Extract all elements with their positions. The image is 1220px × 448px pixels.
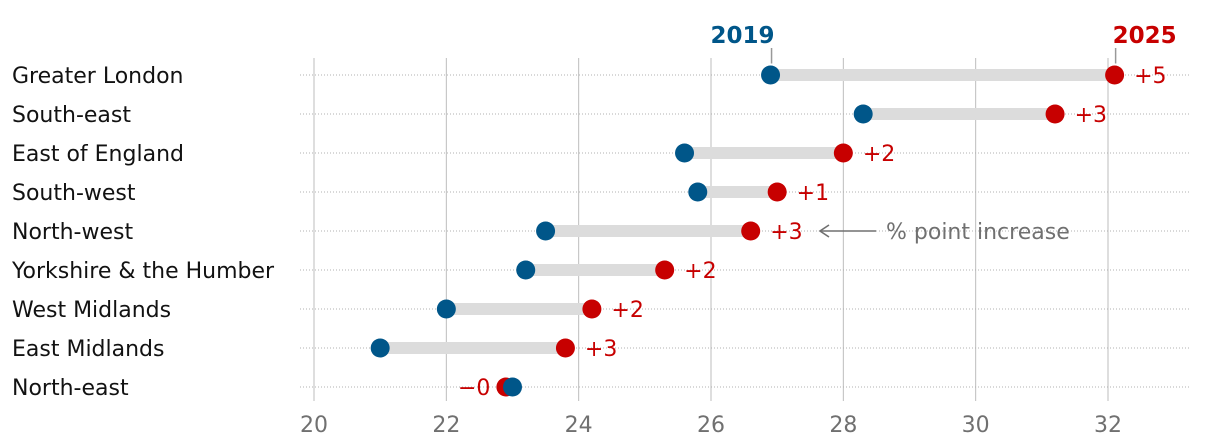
connector-bar [863, 108, 1056, 120]
connector-bar [380, 342, 566, 354]
x-tick-label: 20 [300, 413, 328, 438]
dot-2019 [370, 338, 390, 358]
annotation: % point increase [818, 220, 1070, 245]
dot-2025 [1045, 104, 1065, 124]
x-tick-label: 26 [697, 413, 725, 438]
change-label: +2 [863, 142, 895, 167]
connector-bar [545, 225, 751, 237]
x-axis-ticks: 20 22 24 26 28 30 32 [300, 413, 1122, 438]
change-label: +3 [585, 337, 617, 362]
dot-2019 [536, 221, 556, 241]
region-label: East of England [12, 142, 184, 167]
connector-bar [446, 303, 592, 315]
region-label: South-west [12, 181, 136, 206]
x-tick-label: 24 [565, 413, 593, 438]
dot-2025 [1105, 65, 1125, 85]
connector-bar [684, 147, 844, 159]
change-label: +2 [684, 259, 716, 284]
change-label: +1 [797, 181, 829, 206]
dot-2019 [503, 377, 522, 397]
annotation-text: % point increase [886, 220, 1070, 245]
dot-2019 [675, 143, 695, 163]
data-points [370, 65, 1125, 397]
region-label: North-west [12, 220, 133, 245]
dot-2025 [741, 221, 761, 241]
legend: 2019 2025 [711, 23, 1177, 64]
region-label: East Midlands [12, 337, 165, 362]
region-labels: Greater London South-east East of England S… [11, 64, 275, 401]
x-tick-label: 32 [1094, 413, 1122, 438]
legend-2025-label: 2025 [1113, 23, 1177, 49]
x-tick-label: 22 [432, 413, 460, 438]
region-label: North-east [12, 376, 129, 401]
region-label: South-east [12, 103, 131, 128]
dot-2025 [767, 182, 787, 202]
dot-2025 [833, 143, 853, 163]
dot-2019 [436, 299, 456, 319]
dot-2025 [582, 299, 602, 319]
change-label: −0 [458, 376, 490, 401]
x-tick-label: 30 [962, 413, 990, 438]
dot-2019 [761, 65, 781, 85]
connector-bar [697, 186, 778, 198]
legend-2019-label: 2019 [711, 23, 775, 49]
connector-bar [770, 69, 1115, 81]
region-label: West Midlands [12, 298, 171, 323]
dot-2019 [516, 260, 536, 280]
region-label: Yorkshire & the Humber [11, 259, 275, 284]
connector-bars [380, 69, 1115, 393]
arrow-head-icon [818, 224, 830, 238]
change-label: +5 [1134, 64, 1166, 89]
change-label: +3 [770, 220, 802, 245]
region-label: Greater London [12, 64, 183, 89]
dot-2019 [853, 104, 873, 124]
change-label: +2 [611, 298, 643, 323]
change-labels: +5 +3 +2 +1 +3 +2 +2 +3 −0 [458, 64, 1167, 401]
dot-2025 [655, 260, 675, 280]
connector-bar [525, 264, 665, 276]
change-label: +3 [1075, 103, 1107, 128]
dot-2019 [688, 182, 708, 202]
dot-2025 [555, 338, 575, 358]
x-tick-label: 28 [829, 413, 857, 438]
